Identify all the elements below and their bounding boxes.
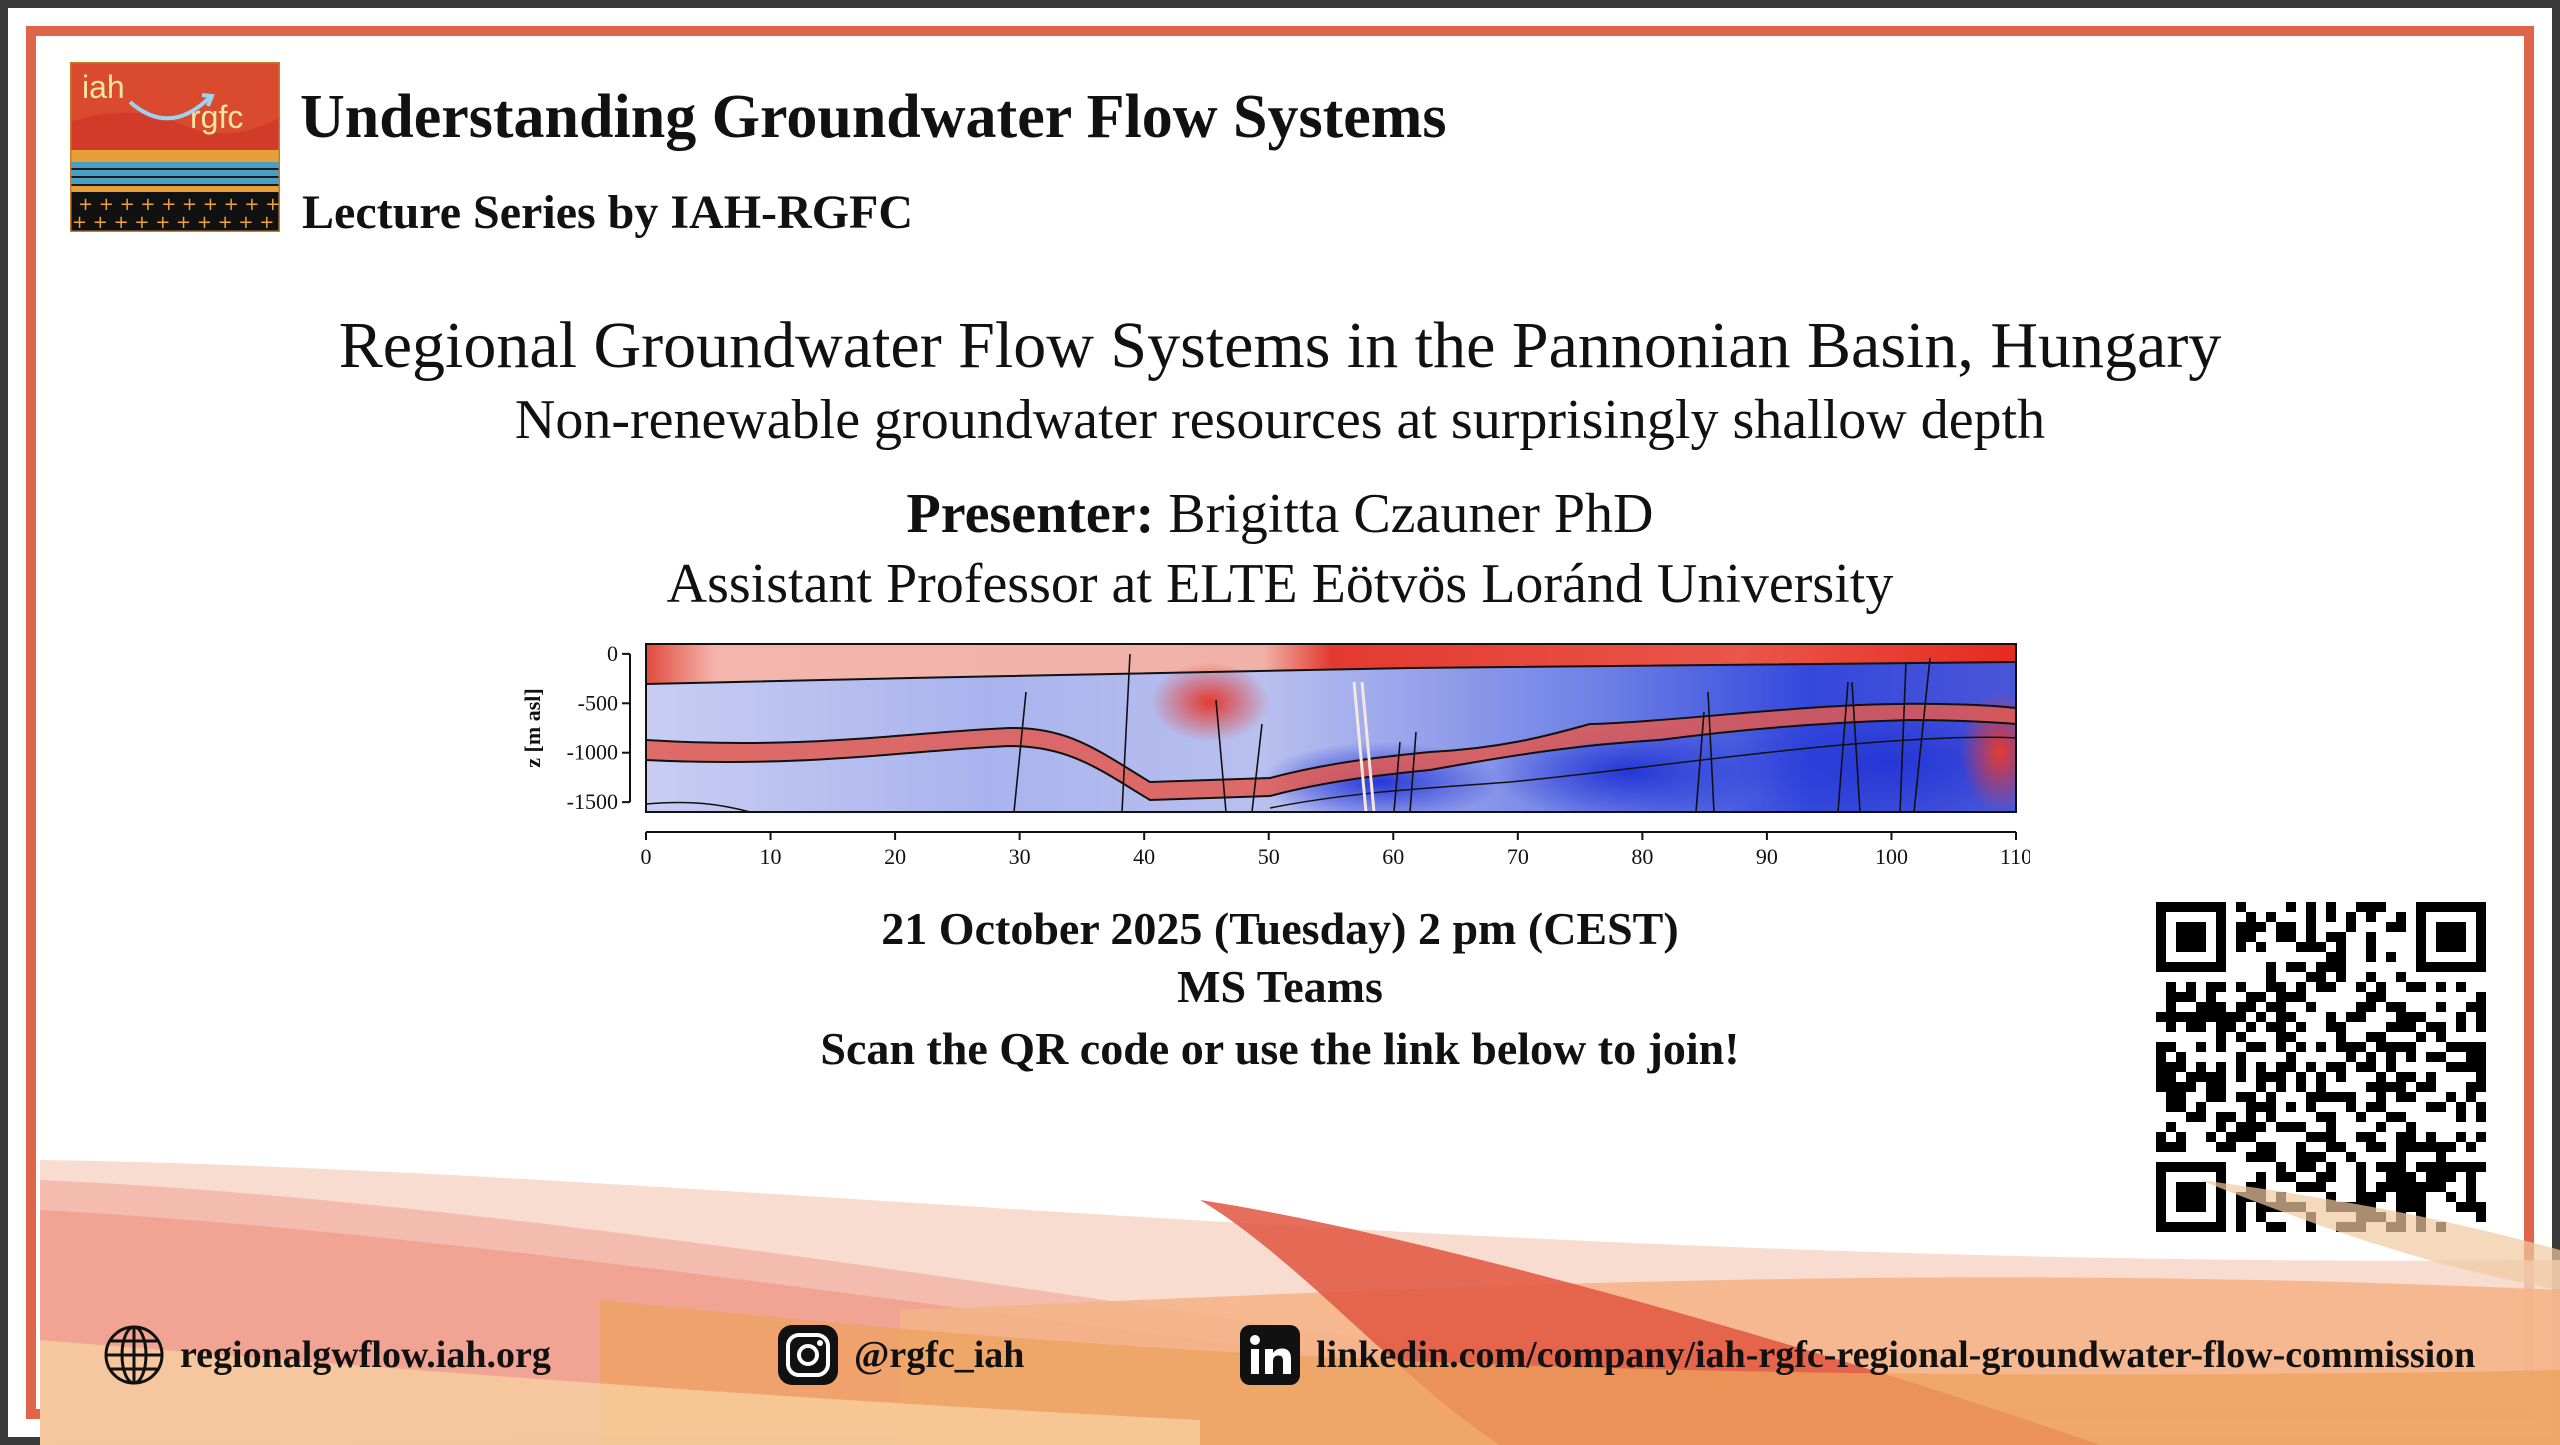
x-tick-label: 50 (1258, 844, 1280, 869)
y-tick-label: -500 (578, 690, 618, 715)
instagram-handle: @rgfc_iah (854, 1334, 1025, 1376)
series-subtitle: Lecture Series by IAH-RGFC (302, 186, 914, 239)
x-tick-label: 20 (884, 844, 906, 869)
presenter-name: Brigitta Czauner PhD (1168, 483, 1654, 545)
y-tick-label: -1500 (567, 789, 618, 814)
instagram-link[interactable]: @rgfc_iah (776, 1320, 1024, 1390)
website-text: regionalgwflow.iah.org (180, 1334, 551, 1376)
talk-title: Regional Groundwater Flow Systems in the… (338, 309, 2222, 382)
x-tick-label: 80 (1631, 844, 1653, 869)
qr-code[interactable] (2156, 902, 2486, 1232)
y-axis-label: z [m asl] (520, 688, 545, 767)
talk-subtitle: Non-renewable groundwater resources at s… (514, 389, 2046, 451)
presenter-label: Presenter: (906, 483, 1155, 545)
svg-text:rgfc: rgfc (190, 99, 243, 135)
svg-text:+ + + + + + + + + +: + + + + + + + + + + (78, 194, 280, 215)
event-venue: MS Teams (1177, 961, 1383, 1012)
event-date: 21 October 2025 (Tuesday) 2 pm (CEST) (881, 903, 1679, 954)
x-tick-label: 90 (1756, 844, 1778, 869)
instagram-icon (776, 1323, 840, 1387)
series-title: Understanding Groundwater Flow Systems (300, 83, 1447, 151)
website-link[interactable]: regionalgwflow.iah.org (102, 1320, 551, 1390)
section-field (646, 644, 2016, 812)
y-tick-label: 0 (607, 641, 618, 666)
x-tick-label: 100 (1875, 844, 1908, 869)
globe-icon (102, 1323, 166, 1387)
linkedin-link[interactable]: linkedin.com/company/iah-rgfc-regional-g… (1238, 1320, 2475, 1390)
x-tick-label: 10 (760, 844, 782, 869)
linkedin-icon (1238, 1323, 1302, 1387)
section-boundaries (646, 653, 2016, 812)
svg-text:iah: iah (82, 69, 125, 105)
x-tick-label: 0 (641, 844, 652, 869)
linkedin-url: linkedin.com/company/iah-rgfc-regional-g… (1316, 1334, 2476, 1376)
presenter-line: Presenter: Brigitta Czauner PhD (0, 482, 2560, 546)
decorative-waves (0, 1140, 2560, 1445)
x-tick-label: 40 (1133, 844, 1155, 869)
cross-section-figure: 0 10 20 30 40 50 60 70 80 90 100 110 0 -500 -1000 -1500… (510, 632, 2032, 882)
iah-rgfc-logo: + + + + + + + + + + + + + + + + + + + + … (68, 60, 282, 234)
presenter-affiliation: Assistant Professor at ELTE Eötvös Lorán… (666, 553, 1894, 615)
join-instruction: Scan the QR code or use the link below t… (820, 1023, 1740, 1074)
y-tick-label: -1000 (567, 740, 618, 765)
x-tick-label: 60 (1382, 844, 1404, 869)
section-axes: 0 10 20 30 40 50 60 70 80 90 100 110 0 -500 -1000 -1500 (567, 641, 2032, 869)
svg-text:+ + + + + + + + + +: + + + + + + + + + + (72, 212, 274, 232)
x-tick-label: 30 (1009, 844, 1031, 869)
x-tick-label: 70 (1507, 844, 1529, 869)
cross-section-chart: 0 10 20 30 40 50 60 70 80 90 100 110 0 -500 -1000 -1500… (520, 641, 2032, 869)
x-tick-label: 110 (2000, 844, 2030, 869)
